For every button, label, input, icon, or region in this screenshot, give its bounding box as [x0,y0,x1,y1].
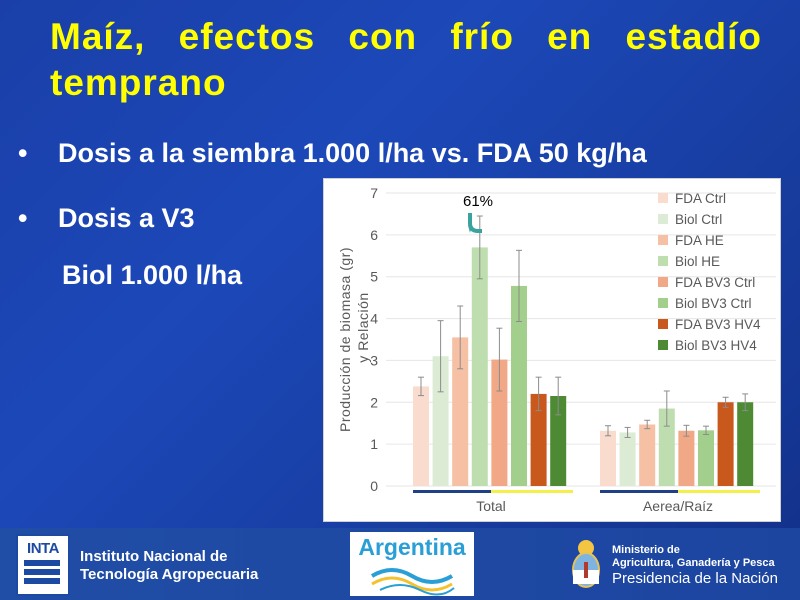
bar [619,432,636,486]
legend-label: FDA BV3 Ctrl [675,275,755,290]
x-category-label: Total [476,498,506,514]
y-tick-label: 7 [370,185,378,201]
y-tick-label: 1 [370,436,378,452]
bullet-1: • Dosis a la siembra 1.000 l/ha vs. FDA … [18,138,647,169]
bullet-sub-line: Biol 1.000 l/ha [62,260,242,291]
group-underline-blue [413,490,491,493]
argentina-logo: Argentina [350,532,474,596]
y-tick-label: 5 [370,269,378,285]
x-category-label: Aerea/Raíz [643,498,713,514]
bar [717,402,734,486]
legend-swatch [658,298,668,308]
legend-label: Biol BV3 Ctrl [675,296,752,311]
inta-waves-icon [24,560,60,584]
bar [678,430,695,486]
inta-name-line2: Tecnología Agropecuaria [80,566,259,583]
bar [491,359,508,486]
bullet-2: • Dosis a V3 [18,203,195,234]
legend-label: Biol HE [675,254,720,269]
inta-logo: INTA [16,534,70,596]
footer-bar: INTA Instituto Nacional de Tecnología Ag… [0,528,800,600]
y-axis-label-line2: y Relación [355,292,371,362]
biomass-chart: 0 1 2 3 4 5 6 7 Producción de biomasa (gr) y Rela… [337,185,776,514]
annotation-arrow-head-icon [468,225,472,233]
bar [471,247,488,486]
bar [550,396,567,486]
ministry-text: Ministerio de Agricultura, Ganadería y P… [612,544,778,588]
bullet-2-text: Dosis a V3 [58,203,195,233]
annotation-arrow-icon [468,213,482,233]
annotation-percent: 61% [463,193,493,210]
legend-label: Biol BV3 HV4 [675,338,757,353]
legend-label: FDA HE [675,233,724,248]
bar [658,408,675,486]
legend-swatch [658,319,668,329]
ministry-line1: Ministerio de [612,544,680,556]
group-underline-yellow [491,490,573,493]
bullet-1-text: Dosis a la siembra 1.000 l/ha vs. FDA 50… [58,138,647,168]
bar [600,430,616,486]
slide: Maíz, efectos con frío en estadío tempra… [18,16,781,522]
argentina-logo-text: Argentina [358,534,466,560]
bullet-sub-text: Biol 1.000 l/ha [62,260,243,290]
chart-container: 0 1 2 3 4 5 6 7 Producción de biomasa (gr) y Rela… [323,178,781,522]
national-emblem-icon [572,540,600,588]
group-underline-yellow [678,490,760,493]
bar [432,356,449,486]
bar [413,386,429,486]
bar [511,285,527,486]
ministry-line2: Agricultura, Ganadería y Pesca [612,557,775,569]
bullet-marker: • [18,203,28,233]
legend-swatch [658,256,668,266]
y-axis-label: Producción de biomasa (gr) [337,247,353,432]
ministry-line3: Presidencia de la Nación [612,570,778,587]
argentina-waves-icon [370,568,455,596]
legend-label: FDA BV3 HV4 [675,317,761,332]
inta-logo-text: INTA [27,540,59,557]
bar [530,393,547,486]
legend-label: Biol Ctrl [675,212,722,227]
inta-name: Instituto Nacional de Tecnología Agropec… [80,548,258,584]
y-tick-label: 4 [370,311,378,327]
y-tick-label: 0 [370,478,378,494]
legend-swatch [658,214,668,224]
legend-swatch [658,340,668,350]
legend-swatch [658,193,668,203]
bar [737,402,754,486]
slide-title: Maíz, efectos con frío en estadío tempra… [50,16,762,103]
legend-swatch [658,277,668,287]
bar [698,430,714,486]
bullet-marker: • [18,138,28,168]
y-tick-label: 2 [370,394,378,410]
bar [452,337,469,486]
y-tick-label: 3 [370,352,378,368]
legend-swatch [658,235,668,245]
group-underline-blue [600,490,678,493]
y-tick-label: 6 [370,227,378,243]
bar [639,424,656,486]
legend-label: FDA Ctrl [675,191,726,206]
inta-name-line1: Instituto Nacional de [80,548,228,565]
